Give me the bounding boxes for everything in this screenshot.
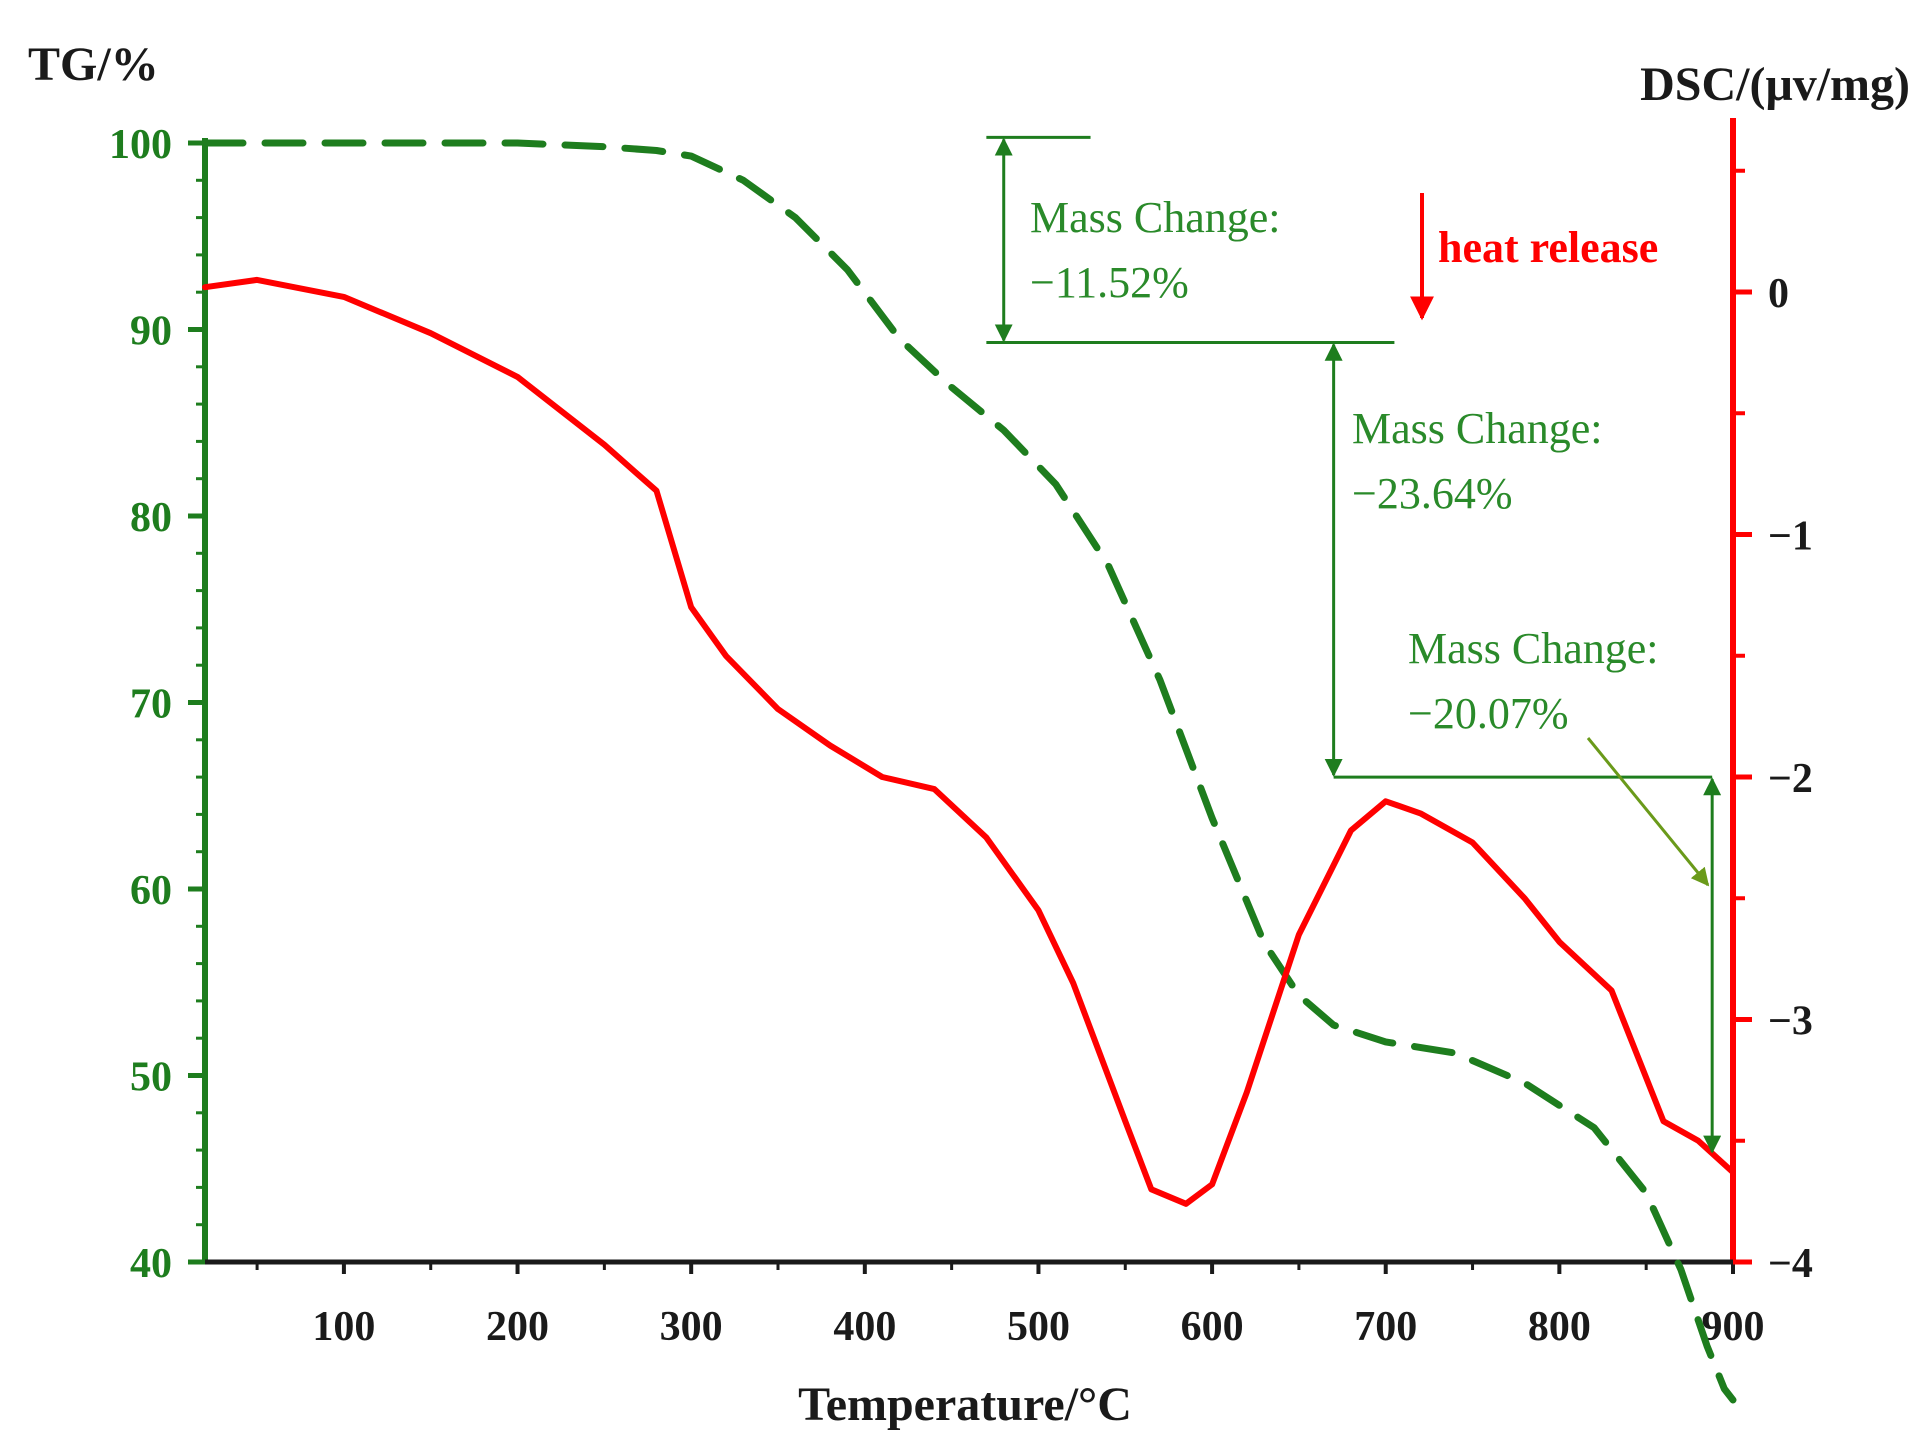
y-left-ticks: 40 50 60 70 80 90 100 (109, 122, 205, 1287)
x-tick-label: 900 (1702, 1304, 1765, 1350)
y-left-tick-label: 60 (130, 868, 172, 914)
dsc-series-line (202, 276, 1736, 1207)
x-axis-title: Temperature/°C (798, 1378, 1132, 1431)
x-tick-label: 200 (486, 1304, 549, 1350)
x-tick-label: 800 (1528, 1304, 1591, 1350)
mass-change-value: −11.52% (1030, 258, 1189, 307)
x-tick-label: 500 (1007, 1304, 1070, 1350)
y-right-tick-label: −2 (1768, 756, 1813, 802)
mass-change-pointer-arrow (1586, 737, 1710, 887)
y-left-tick-label: 80 (130, 495, 172, 541)
y-left-tick-label: 90 (130, 309, 172, 355)
mass-change-value: −23.64% (1352, 469, 1512, 518)
y-right-tick-label: −3 (1768, 999, 1813, 1045)
y-left-axis-title: TG/% (28, 38, 159, 91)
mass-change-value: −20.07% (1408, 689, 1568, 738)
y-right-axis-title: DSC/(μv/mg) (1640, 58, 1910, 111)
y-right-tick-label: −1 (1768, 514, 1813, 560)
x-tick-label: 600 (1181, 1304, 1244, 1350)
x-ticks: 100 200 300 400 500 600 700 800 900 (255, 1262, 1765, 1350)
x-tick-label: 300 (660, 1304, 723, 1350)
heat-release-label: heat release (1438, 223, 1658, 272)
mass-change-label: Mass Change: (1408, 624, 1659, 673)
y-right-ticks: 0 −1 −2 −3 −4 (1733, 168, 1813, 1287)
y-left-tick-label: 70 (130, 682, 172, 728)
y-right-tick-label: −4 (1768, 1241, 1813, 1287)
x-tick-label: 400 (833, 1304, 896, 1350)
y-right-tick-label: 0 (1768, 271, 1789, 317)
y-left-tick-label: 50 (130, 1055, 172, 1101)
x-tick-label: 700 (1354, 1304, 1417, 1350)
y-left-tick-label: 40 (130, 1241, 172, 1287)
annotation-layer: Mass Change: −11.52% Mass Change: −23.64% Ma… (986, 135, 1722, 1154)
series-layer (201, 139, 1737, 1404)
mass-change-label: Mass Change: (1352, 404, 1603, 453)
mass-change-label: Mass Change: (1030, 193, 1281, 242)
y-left-tick-label: 100 (109, 122, 172, 168)
tg-series-line (201, 139, 1737, 1404)
x-tick-label: 100 (312, 1304, 375, 1350)
